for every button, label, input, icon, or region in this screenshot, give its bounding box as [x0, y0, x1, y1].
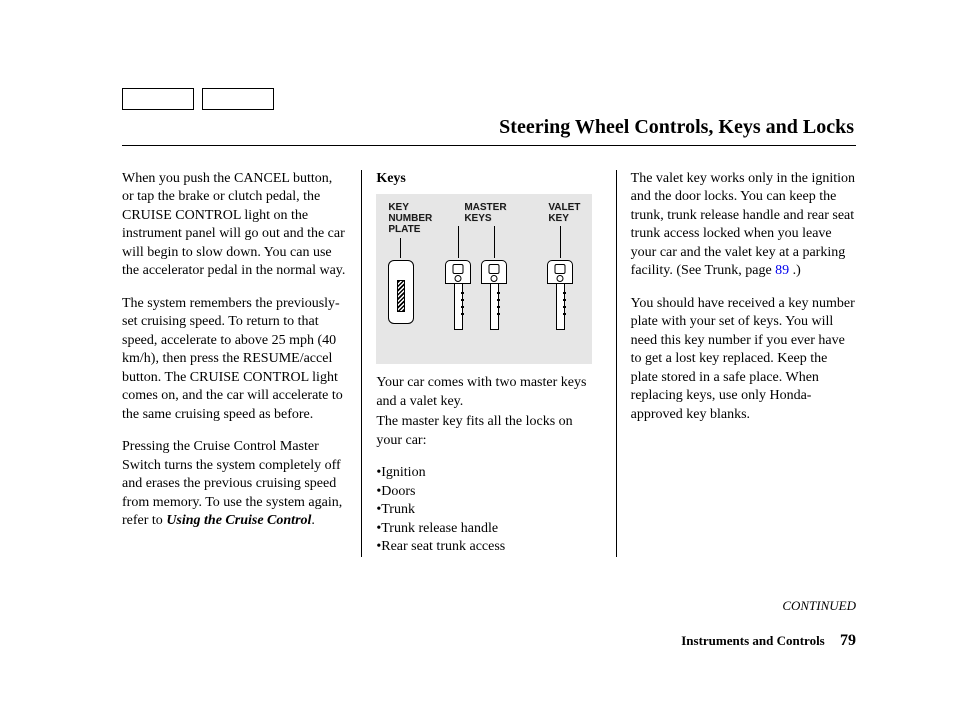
keys-heading: Keys [376, 170, 601, 188]
nav-prev-button[interactable] [122, 88, 194, 110]
valet-key-graphic [546, 260, 574, 330]
body-text: When you push the CANCEL button, or tap … [122, 170, 347, 281]
body-text: You should have received a key number pl… [631, 295, 856, 424]
title-rule [122, 145, 856, 146]
body-text: . [311, 513, 315, 528]
list-item: •Ignition [376, 464, 601, 482]
footer-section: Instruments and Controls [681, 633, 825, 648]
page-footer: Instruments and Controls 79 [681, 632, 856, 650]
label-text: MASTER [464, 202, 506, 213]
list-item-text: Rear seat trunk access [381, 539, 505, 554]
key-head-icon [547, 260, 573, 284]
diagram-label-key-number-plate: KEY NUMBER PLATE [388, 202, 432, 235]
label-text: NUMBER [388, 213, 432, 224]
master-key-graphic [444, 260, 472, 330]
diagram-pointer [458, 226, 459, 258]
continued-label: CONTINUED [782, 598, 856, 614]
key-head-icon [481, 260, 507, 284]
key-number-plate-slot [397, 280, 405, 312]
label-text: VALET [548, 202, 580, 213]
key-shaft-icon [454, 284, 463, 330]
body-text: The valet key works only in the ignition… [631, 171, 855, 278]
list-item-text: Doors [381, 484, 415, 499]
page-title: Steering Wheel Controls, Keys and Locks [122, 116, 856, 139]
body-text: The master key fits all the locks on you… [376, 413, 601, 450]
diagram-pointer [494, 226, 495, 258]
key-shaft-icon [490, 284, 499, 330]
diagram-label-valet-key: VALET KEY [548, 202, 580, 224]
nav-next-button[interactable] [202, 88, 274, 110]
diagram-label-master-keys: MASTER KEYS [464, 202, 506, 224]
list-item-text: Trunk release handle [381, 521, 498, 536]
body-text: The valet key works only in the ignition… [631, 170, 856, 281]
master-key-graphic [480, 260, 508, 330]
diagram-pointer [400, 238, 401, 258]
page-link[interactable]: 89 [775, 263, 789, 278]
label-text: KEY [388, 202, 409, 213]
body-text: The system remembers the previously-set … [122, 295, 347, 424]
keys-diagram: KEY NUMBER PLATE MASTER KEYS VALET KEY [376, 194, 592, 364]
label-text: PLATE [388, 224, 420, 235]
locks-list: •Ignition •Doors •Trunk •Trunk release h… [376, 464, 601, 556]
column-valet-key: The valet key works only in the ignition… [617, 170, 856, 557]
body-text: .) [789, 263, 801, 278]
label-text: KEYS [464, 213, 491, 224]
list-item-text: Trunk [381, 502, 415, 517]
footer-page-number: 79 [840, 632, 856, 649]
content-columns: When you push the CANCEL button, or tap … [122, 170, 856, 557]
list-item: •Rear seat trunk access [376, 538, 601, 556]
list-item: •Trunk release handle [376, 520, 601, 538]
list-item-text: Ignition [381, 465, 425, 480]
diagram-pointer [560, 226, 561, 258]
nav-box-row [122, 88, 274, 110]
body-text: Your car comes with two master keys and … [376, 374, 601, 411]
cross-ref: Using the Cruise Control [166, 513, 311, 528]
list-item: •Doors [376, 483, 601, 501]
label-text: KEY [548, 213, 569, 224]
manual-page: Steering Wheel Controls, Keys and Locks … [0, 0, 954, 710]
column-keys: Keys KEY NUMBER PLATE MASTER KEYS VALET … [362, 170, 616, 557]
column-cruise-control: When you push the CANCEL button, or tap … [122, 170, 362, 557]
key-head-icon [445, 260, 471, 284]
body-text: Pressing the Cruise Control Master Switc… [122, 438, 347, 530]
key-shaft-icon [556, 284, 565, 330]
list-item: •Trunk [376, 501, 601, 519]
